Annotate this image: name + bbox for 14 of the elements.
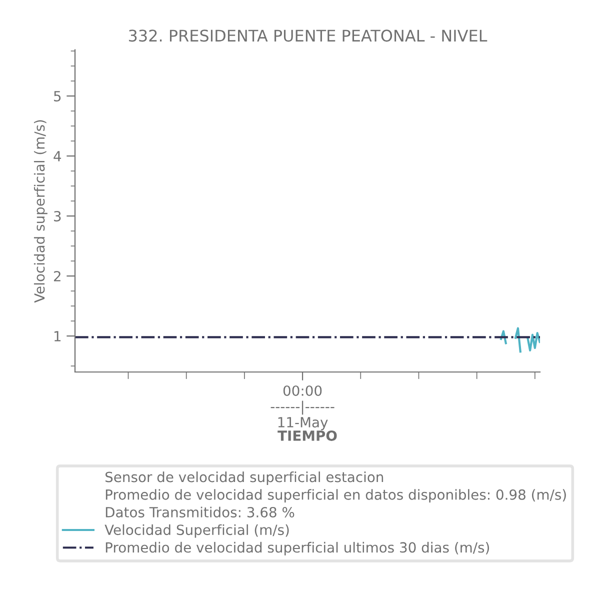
y-tick-label: 5 (54, 91, 61, 102)
y-tick-label: 3 (54, 210, 61, 222)
text: Promedio de velocidad superficial en datos disponibles: 0.98 (m/s) (106, 489, 566, 503)
y-tick-label: 2 (54, 270, 60, 282)
y-tick-label: 4 (54, 151, 62, 162)
text: Sensor de velocidad superficial estacion (105, 472, 384, 485)
legend-label: Promedio de velocidad superficial ultimos 30 dias (m/s) (106, 542, 490, 556)
chart-title: 332. PRESIDENTA PUENTE PEATONAL - NIVEL (128, 30, 488, 42)
text: Datos Transmitidos: 3.68 % (106, 506, 294, 518)
x-tick-label: 00:00 ------|------ 11-May (270, 385, 334, 430)
legend-label: Velocidad Superficial (m/s) (104, 524, 289, 538)
y-tick-label: 1 (54, 331, 61, 342)
y-axis-title: Velocidad superficial (m/s) (34, 120, 48, 303)
x-axis-title: TIEMPO (278, 430, 337, 441)
